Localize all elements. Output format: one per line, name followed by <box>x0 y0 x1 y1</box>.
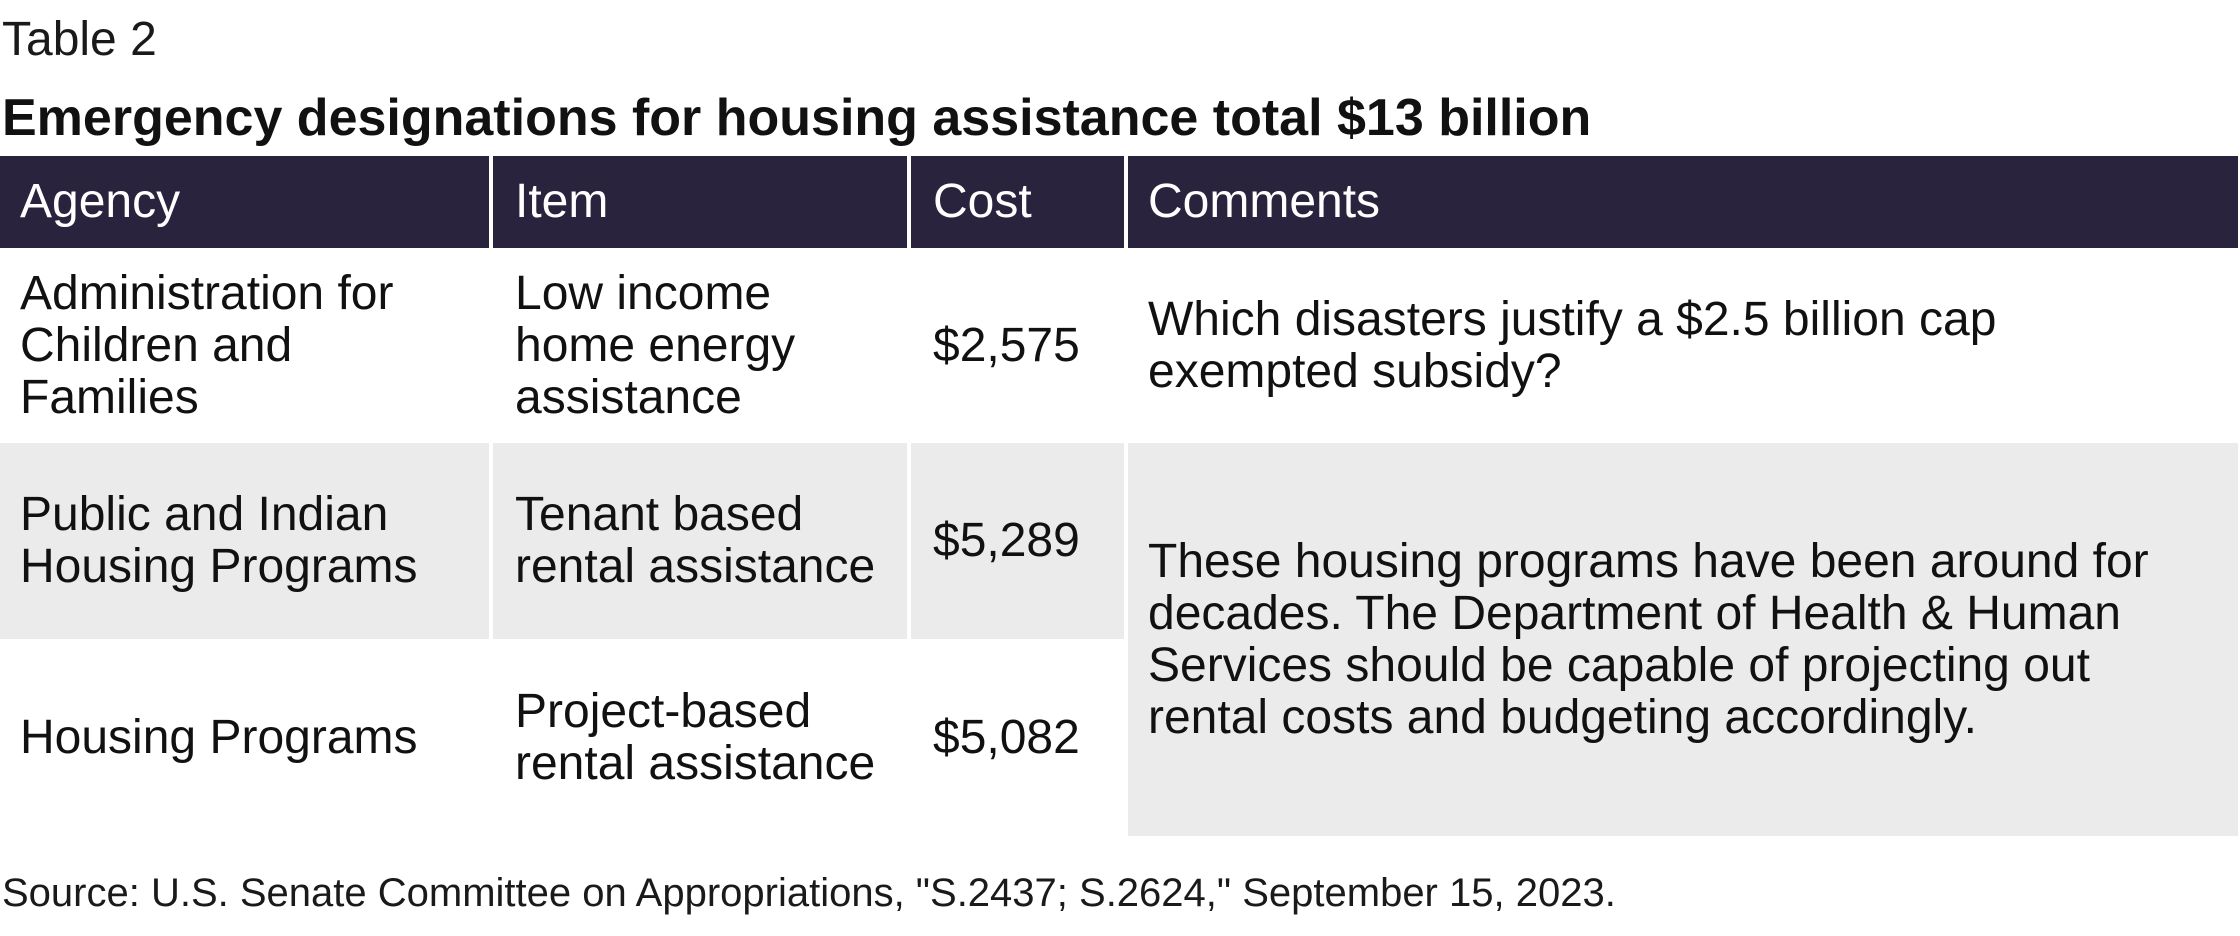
data-table: Agency Item Cost Comments Administration… <box>0 156 2238 836</box>
header-agency: Agency <box>0 156 489 248</box>
row-2-item: Tenant based rental assistance <box>493 443 907 639</box>
row-1-item: Low income home energy assistance <box>493 248 907 443</box>
merged-comment: These housing programs have been around … <box>1128 443 2238 836</box>
row-3-agency: Housing Programs <box>0 639 489 836</box>
row-2-agency: Public and Indian Housing Programs <box>0 443 489 639</box>
table-label: Table 2 <box>2 13 157 66</box>
row-3-cost: $5,082 <box>911 639 1124 836</box>
header-item: Item <box>493 156 907 248</box>
row-1-agency: Administration for Children and Families <box>0 248 489 443</box>
header-cost: Cost <box>911 156 1124 248</box>
header-comments: Comments <box>1128 156 2238 248</box>
source-note: Source: U.S. Senate Committee on Appropr… <box>2 871 1616 915</box>
table-title: Emergency designations for housing assis… <box>2 89 1592 147</box>
row-1-cost: $2,575 <box>911 248 1124 443</box>
row-2-cost: $5,289 <box>911 443 1124 639</box>
row-1-comment: Which disasters justify a $2.5 billion c… <box>1128 248 2238 443</box>
row-3-item: Project-based rental assistance <box>493 639 907 836</box>
